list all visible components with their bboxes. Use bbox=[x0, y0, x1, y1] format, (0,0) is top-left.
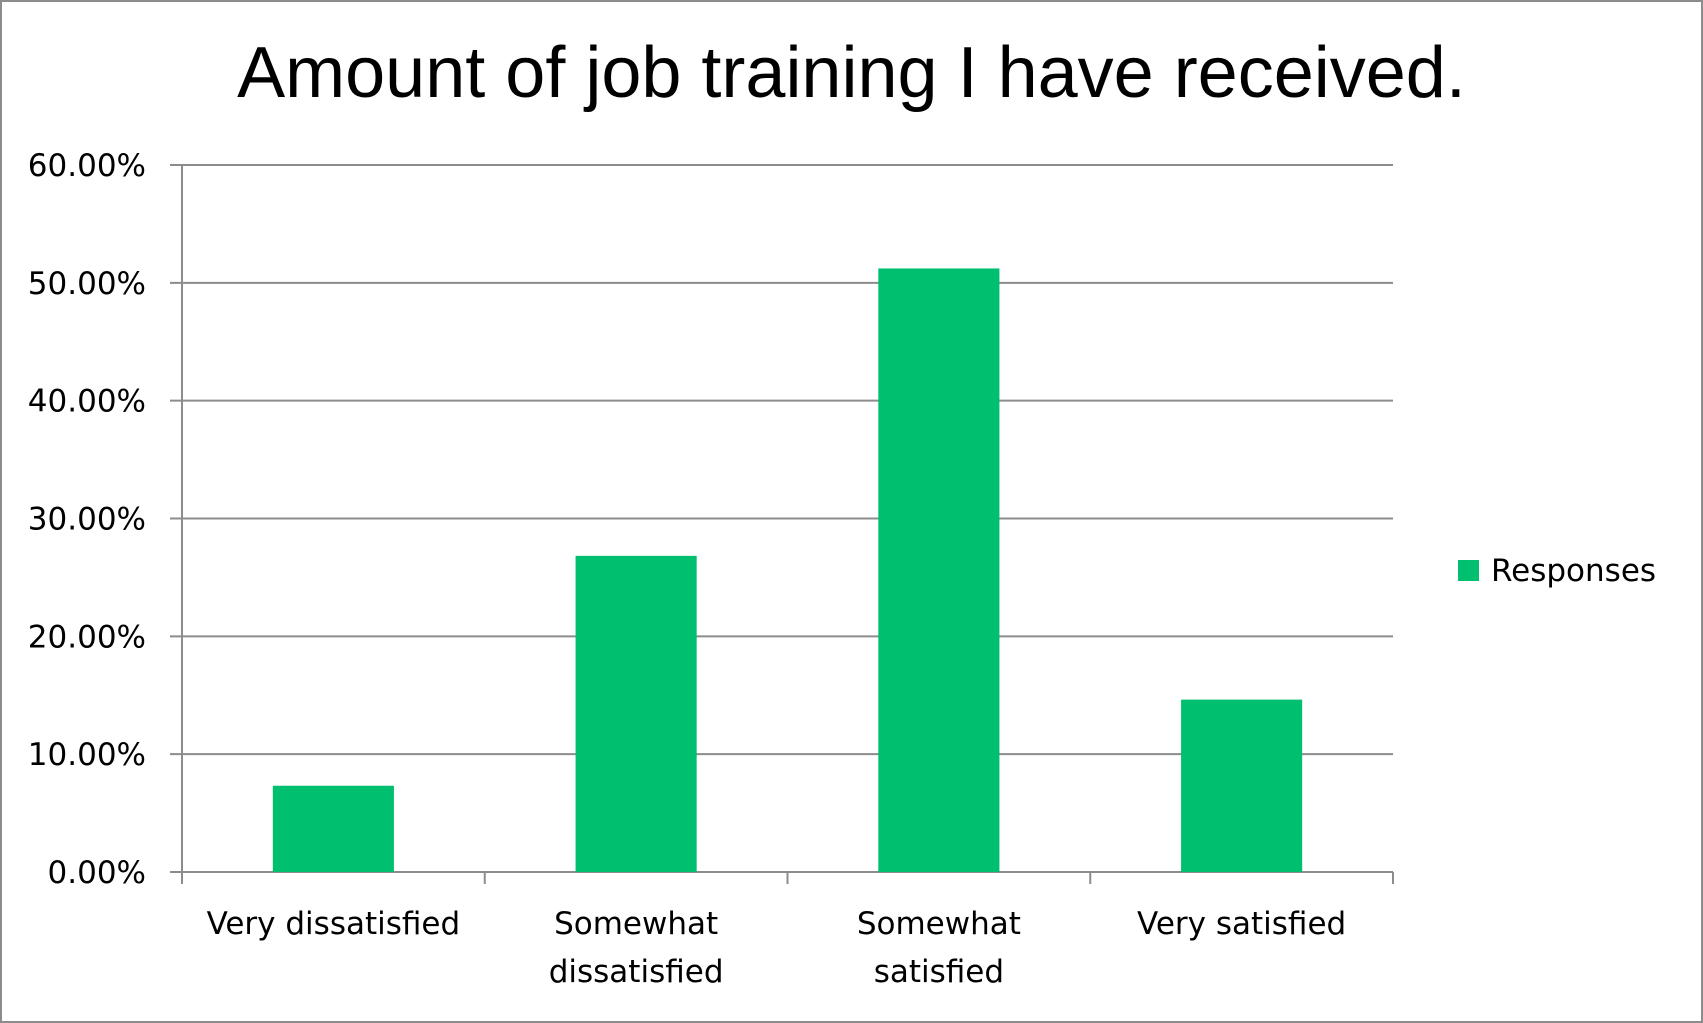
y-tick-label: 50.00% bbox=[28, 266, 146, 302]
chart-title: Amount of job training I have received. bbox=[237, 33, 1466, 113]
legend-label: Responses bbox=[1491, 553, 1656, 589]
y-tick-label: 20.00% bbox=[28, 619, 146, 655]
legend-swatch bbox=[1458, 560, 1479, 581]
y-tick-label: 60.00% bbox=[28, 148, 146, 184]
x-category-label: Very satisfied bbox=[1137, 906, 1346, 942]
bar-somewhat-satisfied bbox=[878, 268, 1000, 873]
x-category-label: Somewhat bbox=[857, 906, 1021, 942]
x-category-label: satisfied bbox=[874, 954, 1004, 990]
y-tick-label: 10.00% bbox=[28, 737, 146, 773]
y-tick-label: 40.00% bbox=[28, 384, 146, 420]
bar-very-satisfied bbox=[1181, 699, 1303, 872]
y-tick-label: 0.00% bbox=[48, 855, 146, 891]
bar-somewhat-dissatisfied bbox=[575, 555, 697, 872]
x-category-label: dissatisfied bbox=[549, 954, 724, 990]
bar-very-dissatisfied bbox=[272, 785, 394, 872]
x-category-label: Somewhat bbox=[554, 906, 718, 942]
x-category-label: Very dissatisfied bbox=[207, 906, 461, 942]
y-tick-label: 30.00% bbox=[28, 502, 146, 538]
